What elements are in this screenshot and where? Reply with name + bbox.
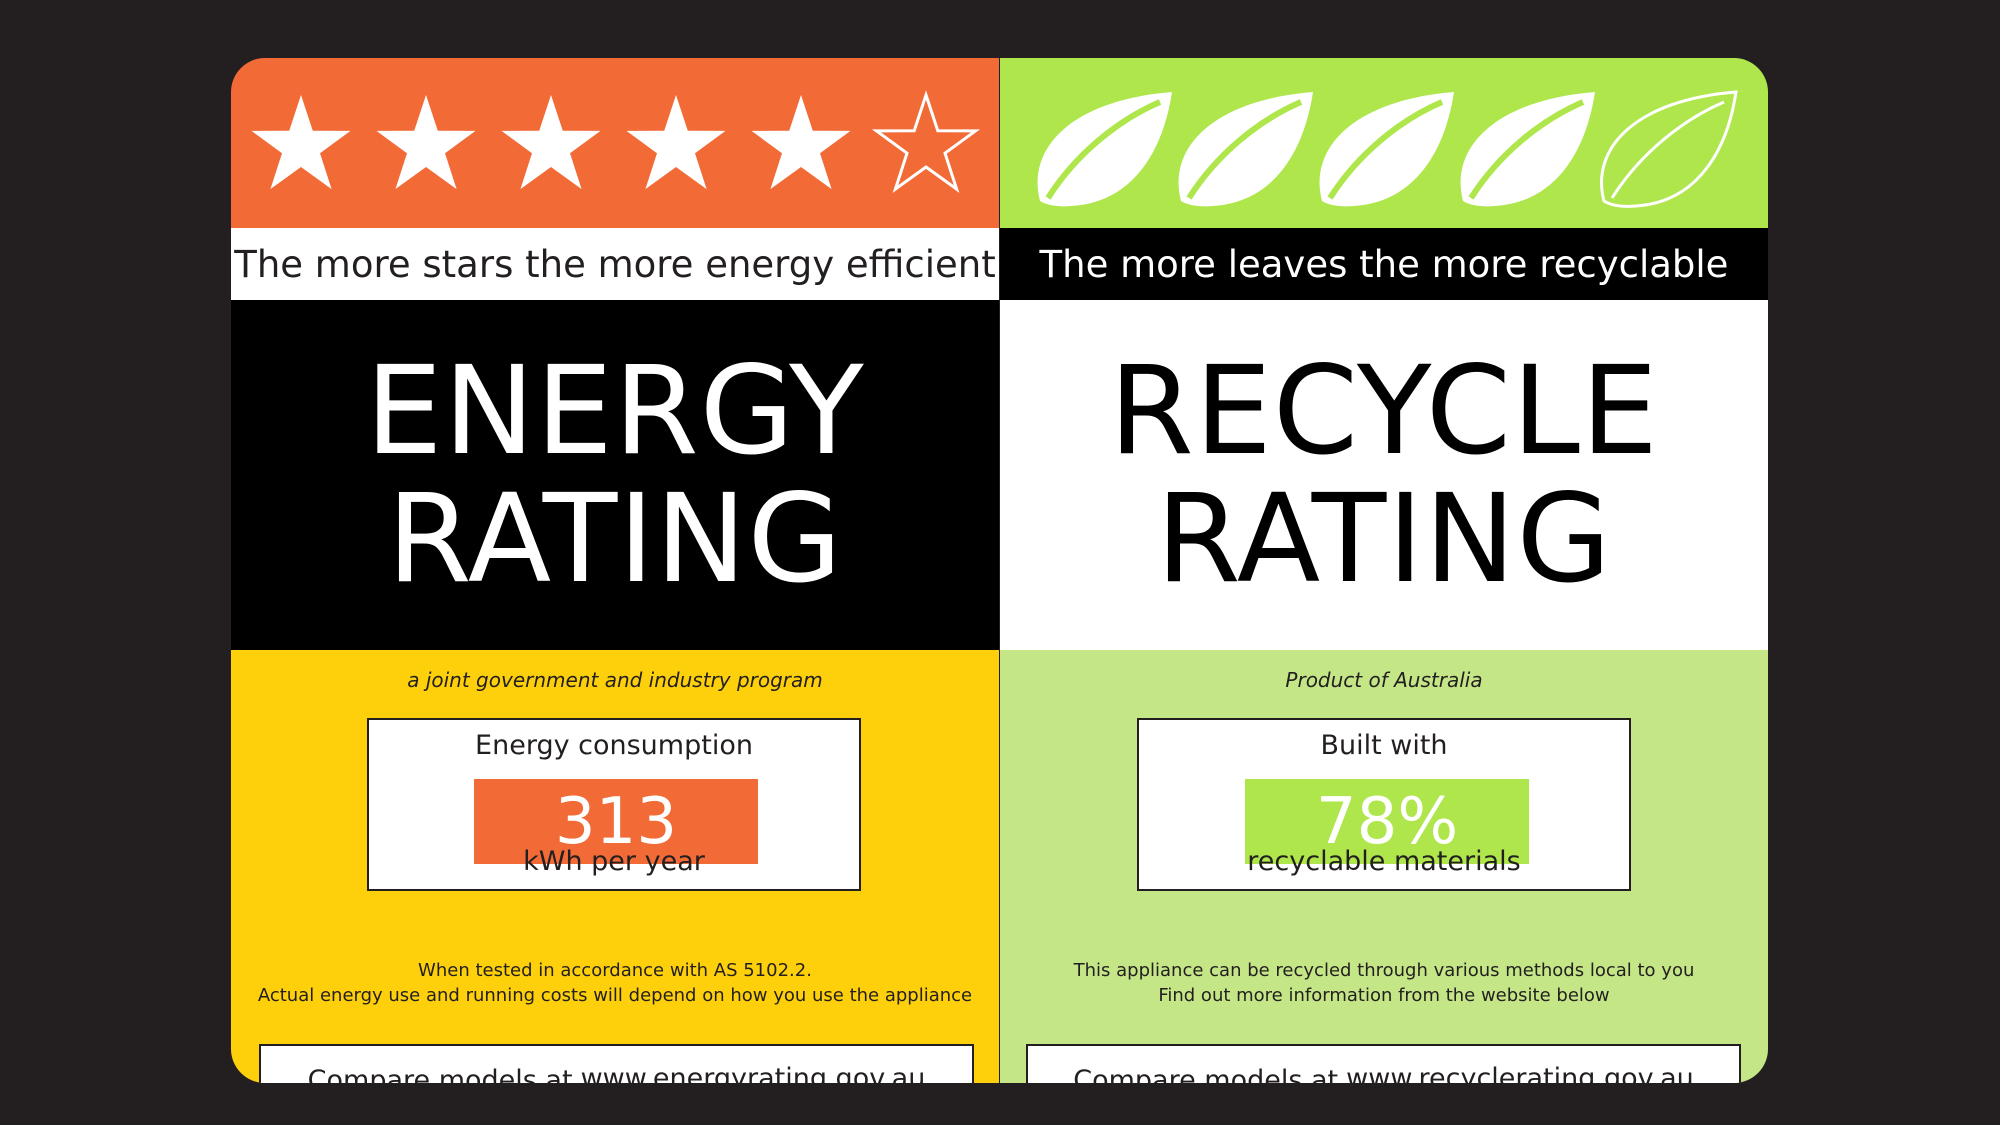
- energy-note: When tested in accordance with AS 5102.2…: [231, 958, 999, 1008]
- leaf-icon: [1037, 92, 1172, 207]
- recycle-subtitle: Product of Australia: [1285, 668, 1483, 692]
- energy-compare-prefix: Compare models at: [307, 1064, 573, 1084]
- star-icon: [871, 90, 981, 193]
- leaf-icon: [1460, 92, 1595, 207]
- recycle-compare-prefix: Compare models at: [1073, 1064, 1339, 1084]
- energy-title-line2: RATING: [386, 468, 844, 610]
- star-rating: [251, 90, 981, 193]
- energy-title-line1: ENERGY: [365, 340, 865, 482]
- recycle-title-line2: RATING: [1155, 468, 1613, 610]
- star-icon: [751, 95, 851, 190]
- recycle-title-line1: RECYCLE: [1109, 340, 1659, 482]
- energy-compare-link[interactable]: www.energyrating.gov.au: [581, 1063, 926, 1084]
- star-icon: [501, 95, 601, 190]
- energy-consumption-unit: kWh per year: [523, 846, 705, 877]
- energy-compare-box: Compare models at www.energyrating.gov.a…: [259, 1044, 974, 1083]
- energy-note-line2: Actual energy use and running costs will…: [257, 985, 973, 1006]
- energy-consumption-box: Energy consumption 313 kWh per year: [367, 718, 861, 891]
- recycle-rating-panel: The more leaves the more recyclable RECY…: [1000, 58, 1768, 1083]
- energy-subtitle: a joint government and industry program: [407, 668, 823, 692]
- energy-consumption-value: 313: [474, 779, 758, 864]
- star-icon: [376, 95, 476, 190]
- star-icon: [251, 95, 351, 190]
- leaf-icon: [1319, 92, 1454, 207]
- recycle-tagline: The more leaves the more recyclable: [1000, 228, 1768, 300]
- energy-stars-band: [231, 58, 999, 228]
- recycle-built-box: Built with 78% recyclable materials: [1137, 718, 1631, 891]
- recycle-title: RECYCLE RATING: [1000, 300, 1768, 650]
- recycle-leaves-band: [1000, 58, 1768, 228]
- energy-note-line1: When tested in accordance with AS 5102.2…: [418, 960, 812, 981]
- recycle-built-unit: recyclable materials: [1247, 846, 1521, 877]
- recycle-compare-box: Compare models at www.recyclerating.gov.…: [1026, 1044, 1741, 1083]
- energy-rating-panel: The more stars the more energy efficient…: [231, 58, 999, 1083]
- energy-title: ENERGY RATING: [231, 300, 999, 650]
- recycle-built-value: 78%: [1245, 779, 1529, 864]
- recycle-compare-link[interactable]: www.recyclerating.gov.au: [1346, 1063, 1694, 1084]
- energy-consumption-label: Energy consumption: [475, 730, 753, 761]
- leaf-rating: [1037, 90, 1738, 208]
- recycle-details: Product of Australia Built with 78% recy…: [1000, 650, 1768, 1083]
- star-icon: [626, 95, 726, 190]
- recycle-note-line2: Find out more information from the websi…: [1158, 985, 1610, 1006]
- leaf-icon: [1178, 92, 1313, 207]
- rating-label: The more stars the more energy efficient…: [231, 58, 1768, 1083]
- energy-tagline: The more stars the more energy efficient: [231, 228, 999, 300]
- leaf-icon: [1600, 90, 1738, 208]
- recycle-note: This appliance can be recycled through v…: [1000, 958, 1768, 1008]
- recycle-note-line1: This appliance can be recycled through v…: [1073, 960, 1695, 981]
- energy-details: a joint government and industry program …: [231, 650, 999, 1083]
- recycle-built-label: Built with: [1320, 730, 1448, 761]
